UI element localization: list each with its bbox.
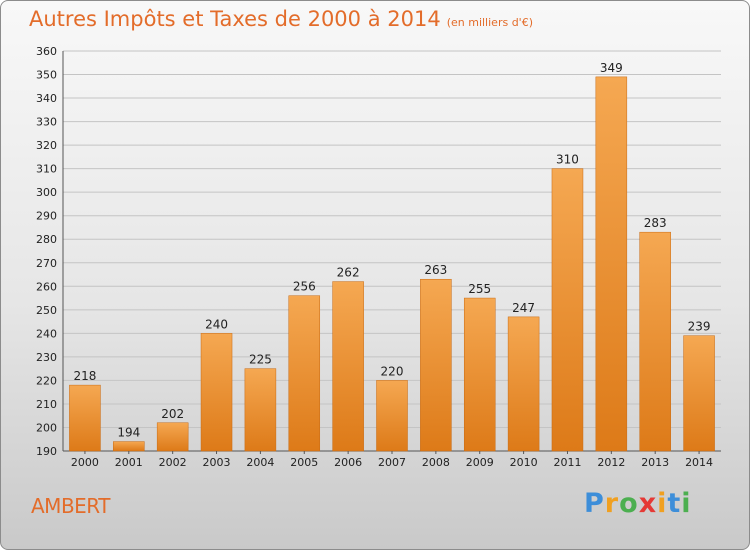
bar xyxy=(288,295,321,452)
data-label: 255 xyxy=(468,282,491,296)
y-tick-label: 330 xyxy=(36,116,57,129)
bar xyxy=(200,333,233,452)
logo-letter: t xyxy=(667,488,682,519)
data-label: 239 xyxy=(688,320,711,334)
y-tick-label: 340 xyxy=(36,92,57,105)
bar xyxy=(595,76,628,452)
y-tick-label: 240 xyxy=(36,327,57,340)
x-tick-label: 2002 xyxy=(159,456,187,469)
data-label: 256 xyxy=(293,280,316,294)
data-label: 247 xyxy=(512,301,535,315)
x-tick-label: 2010 xyxy=(510,456,538,469)
x-tick-label: 2000 xyxy=(71,456,99,469)
x-tick-label: 2007 xyxy=(378,456,406,469)
y-tick-label: 230 xyxy=(36,351,57,364)
bar xyxy=(683,335,715,452)
place-name: AMBERT xyxy=(31,494,110,518)
y-tick-label: 270 xyxy=(36,257,57,270)
data-label: 263 xyxy=(424,263,447,277)
logo-letter: o xyxy=(619,488,639,519)
data-label: 310 xyxy=(556,153,579,167)
data-label: 220 xyxy=(381,364,404,378)
bar xyxy=(244,368,277,452)
bar xyxy=(156,422,189,452)
bar xyxy=(69,384,101,452)
bar xyxy=(420,278,452,452)
logo-letter: r xyxy=(604,488,620,519)
chart-title-text: Autres Impôts et Taxes de 2000 à 2014 xyxy=(29,7,441,31)
bar xyxy=(332,281,364,452)
x-tick-label: 2014 xyxy=(685,456,713,469)
y-tick-label: 200 xyxy=(36,421,57,434)
y-tick-label: 300 xyxy=(36,186,57,199)
data-label: 218 xyxy=(73,369,96,383)
x-tick-label: 2012 xyxy=(597,456,625,469)
bar xyxy=(507,316,540,452)
y-tick-label: 260 xyxy=(36,280,57,293)
data-label: 349 xyxy=(600,61,623,75)
logo-letter: i xyxy=(657,488,668,519)
y-tick-label: 210 xyxy=(36,398,57,411)
x-tick-label: 2011 xyxy=(553,456,581,469)
bar xyxy=(551,168,584,452)
bar xyxy=(376,380,408,452)
chart-title: Autres Impôts et Taxes de 2000 à 2014 (en… xyxy=(29,7,533,31)
y-tick-label: 190 xyxy=(36,445,57,458)
data-label: 240 xyxy=(205,317,228,331)
data-label: 262 xyxy=(337,266,360,280)
bar xyxy=(639,231,671,452)
data-label: 225 xyxy=(249,353,272,367)
data-label: 283 xyxy=(644,216,667,230)
logo-letter: x xyxy=(638,488,658,519)
y-tick-label: 220 xyxy=(36,374,57,387)
x-tick-label: 2004 xyxy=(246,456,274,469)
data-label: 194 xyxy=(117,426,140,440)
y-tick-label: 320 xyxy=(36,139,57,152)
x-tick-label: 2006 xyxy=(334,456,362,469)
chart-unit: (en milliers d'€) xyxy=(446,16,533,29)
x-tick-label: 2003 xyxy=(203,456,231,469)
data-label: 202 xyxy=(161,407,184,421)
logo-letter: i xyxy=(681,488,692,519)
x-tick-label: 2009 xyxy=(466,456,494,469)
x-tick-label: 2013 xyxy=(641,456,669,469)
y-tick-label: 350 xyxy=(36,69,57,82)
y-tick-label: 250 xyxy=(36,304,57,317)
y-tick-label: 360 xyxy=(36,45,57,58)
logo-letter: P xyxy=(584,488,605,519)
proxiti-logo: Proxiti xyxy=(584,488,692,519)
x-tick-label: 2008 xyxy=(422,456,450,469)
x-tick-label: 2005 xyxy=(290,456,318,469)
y-tick-label: 290 xyxy=(36,210,57,223)
bar xyxy=(463,297,496,452)
bar xyxy=(113,441,145,452)
x-tick-label: 2001 xyxy=(115,456,143,469)
y-tick-label: 280 xyxy=(36,233,57,246)
y-tick-label: 310 xyxy=(36,163,57,176)
